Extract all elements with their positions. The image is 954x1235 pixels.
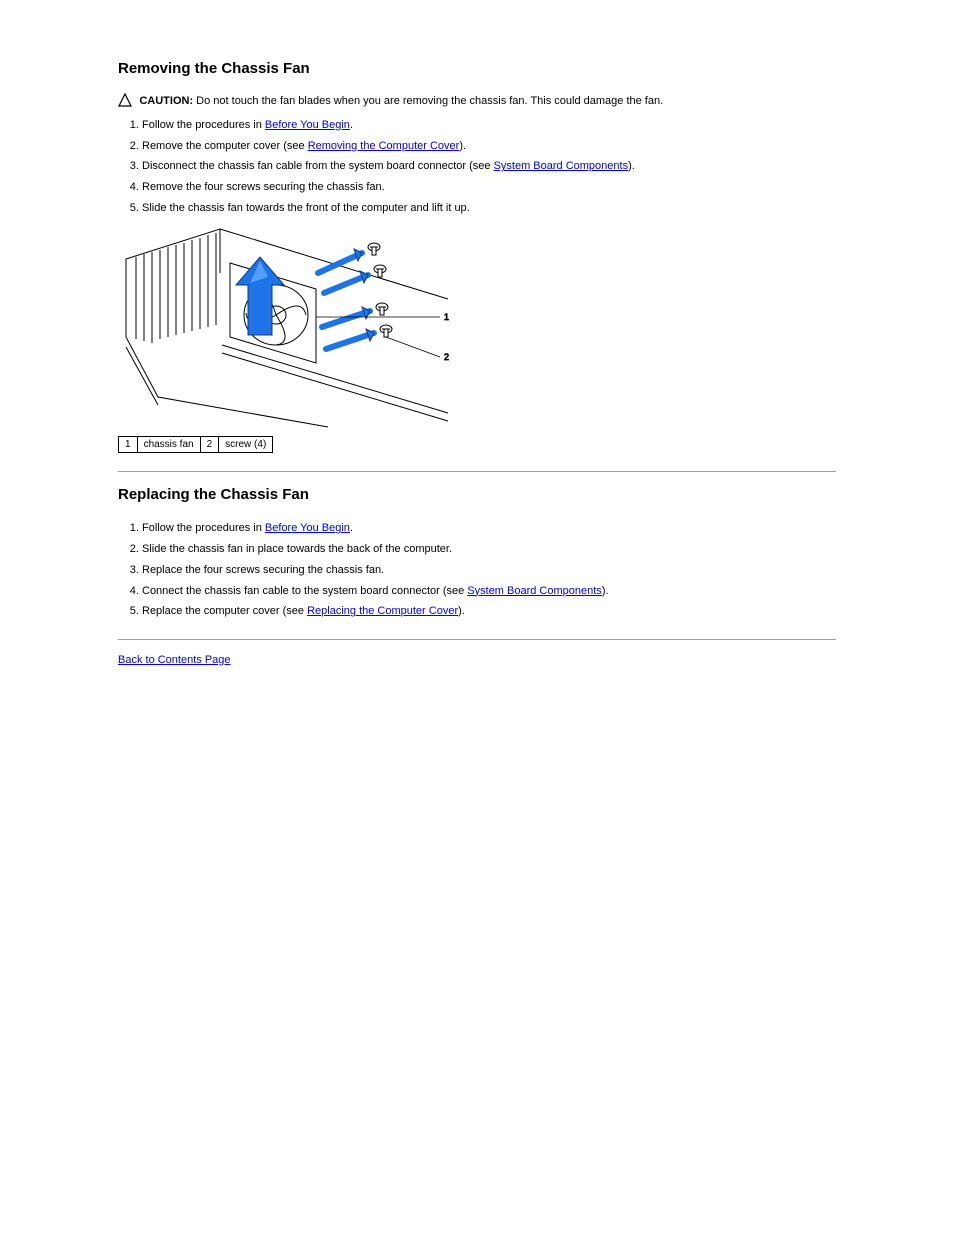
removing-chassis-fan-title: Removing the Chassis Fan: [118, 60, 836, 77]
diagram: 1 2 1 chassis fan 2 screw (4): [118, 227, 836, 453]
step-pre: Remove the four screws securing the chas…: [142, 181, 385, 193]
removing-steps: Follow the procedures in Before You Begi…: [118, 116, 836, 217]
step-pre: Replace the four screws securing the cha…: [142, 564, 384, 576]
legend-text: screw (4): [219, 437, 273, 453]
legend-num: 2: [200, 437, 219, 453]
step-pre: Connect the chassis fan cable to the sys…: [142, 585, 467, 597]
replacing-cover-link[interactable]: Replacing the Computer Cover: [307, 605, 458, 617]
step-item: Follow the procedures in Before You Begi…: [142, 519, 836, 538]
before-you-begin-link[interactable]: Before You Begin: [265, 522, 350, 534]
step-item: Remove the computer cover (see Removing …: [142, 137, 836, 156]
system-board-link[interactable]: System Board Components: [467, 585, 602, 597]
caution-label: CAUTION:: [139, 95, 196, 107]
back-link-row: Back to Contents Page: [118, 654, 836, 666]
step-pre: Follow the procedures in: [142, 522, 265, 534]
chassis-fan-diagram: 1 2: [118, 227, 456, 429]
step-pre: Disconnect the chassis fan cable from th…: [142, 160, 494, 172]
caution-body: Do not touch the fan blades when you are…: [196, 95, 663, 107]
step-post: ).: [459, 140, 466, 152]
step-item: Follow the procedures in Before You Begi…: [142, 116, 836, 135]
diagram-legend: 1 chassis fan 2 screw (4): [118, 436, 273, 453]
callout-2: 2: [444, 352, 449, 362]
back-to-contents-link[interactable]: Back to Contents Page: [118, 654, 231, 666]
step-post: ).: [628, 160, 635, 172]
step-pre: Follow the procedures in: [142, 119, 265, 131]
caution-row: CAUTION: Do not touch the fan blades whe…: [118, 93, 836, 110]
before-you-begin-link[interactable]: Before You Begin: [265, 119, 350, 131]
step-item: Replace the computer cover (see Replacin…: [142, 602, 836, 621]
step-item: Slide the chassis fan towards the front …: [142, 199, 836, 218]
step-item: Replace the four screws securing the cha…: [142, 561, 836, 580]
step-item: Disconnect the chassis fan cable from th…: [142, 157, 836, 176]
legend-text: chassis fan: [137, 437, 200, 453]
step-post: .: [350, 522, 353, 534]
step-post: .: [350, 119, 353, 131]
system-board-link[interactable]: System Board Components: [494, 160, 629, 172]
caution-icon: [118, 93, 132, 110]
step-post: ).: [458, 605, 465, 617]
page: Removing the Chassis Fan CAUTION: Do not…: [0, 0, 954, 734]
divider: [118, 471, 836, 472]
replacing-chassis-fan-title: Replacing the Chassis Fan: [118, 486, 836, 503]
legend-num: 1: [119, 437, 138, 453]
callout-1: 1: [444, 312, 449, 322]
replacing-steps: Follow the procedures in Before You Begi…: [118, 519, 836, 620]
step-pre: Replace the computer cover (see: [142, 605, 307, 617]
step-pre: Remove the computer cover (see: [142, 140, 308, 152]
caution-text: CAUTION: Do not touch the fan blades whe…: [139, 95, 663, 107]
step-item: Connect the chassis fan cable to the sys…: [142, 582, 836, 601]
step-pre: Slide the chassis fan towards the front …: [142, 202, 470, 214]
removing-cover-link[interactable]: Removing the Computer Cover: [308, 140, 460, 152]
step-item: Slide the chassis fan in place towards t…: [142, 540, 836, 559]
divider: [118, 639, 836, 640]
step-item: Remove the four screws securing the chas…: [142, 178, 836, 197]
step-pre: Slide the chassis fan in place towards t…: [142, 543, 452, 555]
step-post: ).: [602, 585, 609, 597]
